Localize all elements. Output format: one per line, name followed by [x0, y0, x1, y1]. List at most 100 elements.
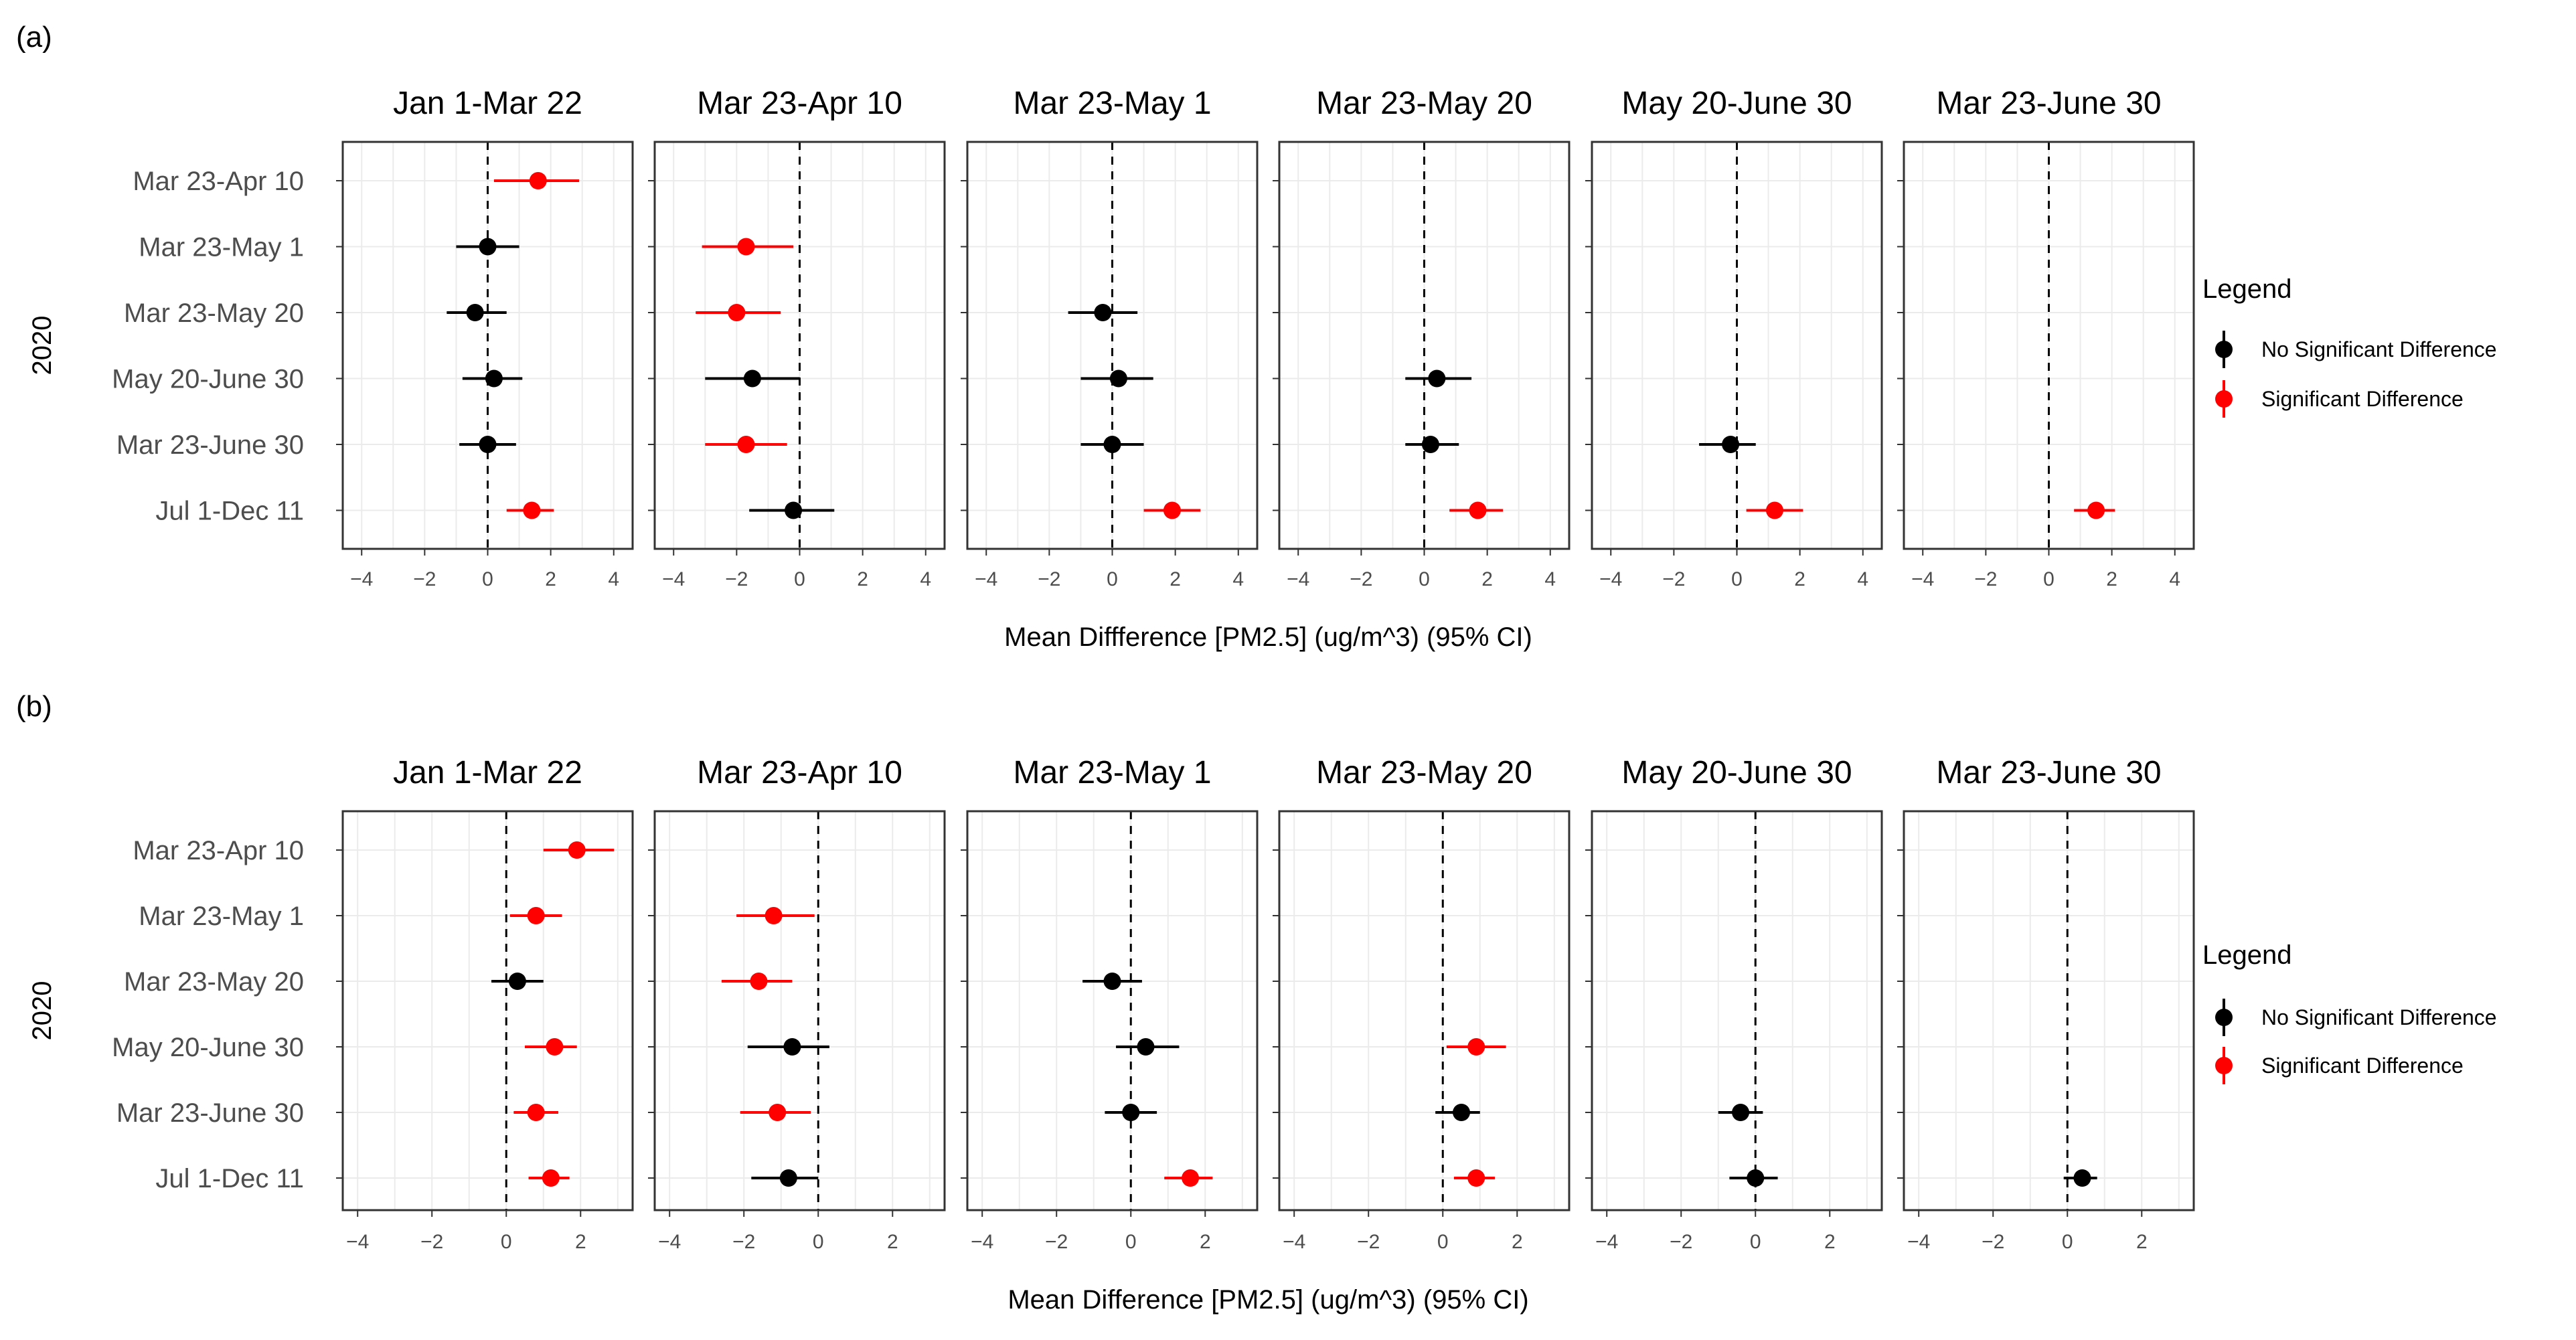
- y-tick-label: Jul 1-Dec 11: [155, 497, 304, 526]
- mean-point: [508, 973, 526, 990]
- x-tick-label: −4: [1599, 568, 1622, 590]
- x-tick-label: −4: [658, 1231, 681, 1253]
- y-tick-label: Mar 23-May 1: [139, 902, 304, 931]
- x-tick-label: 2: [575, 1231, 586, 1253]
- x-tick-label: 0: [2043, 568, 2055, 590]
- y-tick-label: May 20-June 30: [112, 365, 304, 394]
- x-tick-label: 2: [1512, 1231, 1523, 1253]
- panel-border: [1903, 810, 2195, 1211]
- facet-title: Mar 23-May 1: [1013, 86, 1211, 121]
- x-tick-label: −2: [420, 1231, 443, 1253]
- mean-point: [750, 973, 768, 990]
- x-tick-label: −2: [1045, 1231, 1068, 1253]
- legend-entry-label: No Significant Difference: [2261, 1005, 2497, 1029]
- facet-panel: Jan 1-Mar 22 −4 −2 0 2: [336, 755, 634, 1253]
- mean-point: [1469, 501, 1487, 519]
- facet-panel: Mar 23-May 1 −4 −2 0 2: [961, 755, 1259, 1253]
- x-tick-label: 0: [2062, 1231, 2073, 1253]
- x-tick-label: 4: [2169, 568, 2180, 590]
- x-tick-label: −2: [732, 1231, 755, 1253]
- y-axis-title: 2020: [27, 981, 57, 1041]
- x-tick-label: 4: [1232, 568, 1244, 590]
- legend-entry-label: Significant Difference: [2261, 1054, 2464, 1078]
- x-tick-label: −2: [1974, 568, 1997, 590]
- mean-point: [485, 369, 503, 388]
- mean-point: [1467, 1038, 1485, 1056]
- legend: Legend No Significant Difference Significa…: [2202, 940, 2497, 1084]
- mean-point: [1182, 1169, 1200, 1187]
- mean-point: [1765, 501, 1783, 519]
- mean-point: [737, 436, 755, 453]
- x-tick-label: 2: [1481, 568, 1493, 590]
- x-tick-label: −4: [1911, 568, 1934, 590]
- facet-panel: Mar 23-May 1 −4 −2 0 2 4: [961, 86, 1259, 590]
- mean-point: [1453, 1104, 1471, 1121]
- x-tick-label: −4: [346, 1231, 369, 1253]
- y-axis-title: 2020: [27, 316, 57, 375]
- facet-title: May 20-June 30: [1621, 755, 1852, 790]
- mean-point: [1122, 1104, 1140, 1121]
- x-axis-title: Mean Diffference [PM2.5] (ug/m^3) (95% C…: [1004, 622, 1532, 652]
- mean-point: [2087, 501, 2105, 519]
- facet-panel: Mar 23-Apr 10 −4 −2 0 2: [648, 755, 946, 1253]
- facet-panel: May 20-June 30 −4 −2 0 2 4: [1585, 86, 1883, 590]
- mean-point: [1137, 1038, 1155, 1056]
- mean-point: [769, 1104, 787, 1121]
- facet-title: Jan 1-Mar 22: [393, 86, 582, 121]
- legend-key-point: [2215, 390, 2233, 408]
- facet-panel: Jan 1-Mar 22 −4 −2 0 2 4: [336, 86, 634, 590]
- mean-point: [1109, 369, 1127, 388]
- x-tick-label: −2: [413, 568, 436, 590]
- facet-panel: Mar 23-Apr 10 −4 −2 0 2 4: [648, 86, 946, 590]
- x-tick-label: 0: [1125, 1231, 1137, 1253]
- facet-title: Mar 23-May 20: [1316, 755, 1532, 790]
- panel-label: (a): [16, 21, 52, 54]
- mean-point: [527, 907, 545, 924]
- mean-point: [523, 501, 541, 519]
- mean-point: [1467, 1169, 1485, 1187]
- mean-point: [1732, 1104, 1750, 1121]
- x-tick-label: −4: [975, 568, 997, 590]
- x-tick-label: −2: [1662, 568, 1685, 590]
- mean-point: [1163, 501, 1181, 519]
- mean-point: [743, 369, 761, 388]
- x-tick-label: 0: [1419, 568, 1430, 590]
- x-tick-label: 4: [608, 568, 619, 590]
- facet-title: Mar 23-Apr 10: [697, 755, 902, 790]
- legend: Legend No Significant Difference Significa…: [2202, 274, 2497, 418]
- mean-point: [737, 238, 755, 256]
- facet-title: Mar 23-May 1: [1013, 755, 1211, 790]
- panel-border: [1278, 810, 1571, 1211]
- mean-point: [728, 304, 746, 321]
- x-tick-label: 4: [920, 568, 931, 590]
- x-tick-label: 0: [1750, 1231, 1761, 1253]
- mean-point: [1103, 436, 1121, 453]
- x-tick-label: 2: [1200, 1231, 1211, 1253]
- x-tick-label: −2: [1357, 1231, 1380, 1253]
- x-tick-label: −4: [1287, 568, 1309, 590]
- panel-label: (b): [16, 690, 52, 723]
- x-tick-label: 0: [482, 568, 493, 590]
- y-tick-label: Mar 23-June 30: [116, 1098, 304, 1128]
- x-tick-label: −4: [1595, 1231, 1618, 1253]
- x-tick-label: 0: [813, 1231, 824, 1253]
- y-tick-label: Mar 23-May 20: [124, 967, 304, 997]
- facet-title: Jan 1-Mar 22: [393, 755, 582, 790]
- mean-point: [1103, 973, 1121, 990]
- facet-title: Mar 23-May 20: [1316, 86, 1532, 121]
- x-tick-label: 0: [1437, 1231, 1449, 1253]
- facet-panel: Mar 23-May 20 −4 −2 0 2 4: [1273, 86, 1571, 590]
- facet-title: Mar 23-Apr 10: [697, 86, 902, 121]
- x-tick-label: 2: [857, 568, 868, 590]
- legend-key-point: [2215, 341, 2233, 358]
- x-tick-label: −2: [725, 568, 748, 590]
- x-tick-label: 2: [887, 1231, 898, 1253]
- x-tick-label: −2: [1982, 1231, 2004, 1253]
- x-tick-label: −2: [1350, 568, 1372, 590]
- mean-point: [527, 1104, 545, 1121]
- x-tick-label: −4: [1907, 1231, 1930, 1253]
- facet-title: Mar 23-June 30: [1936, 755, 2161, 790]
